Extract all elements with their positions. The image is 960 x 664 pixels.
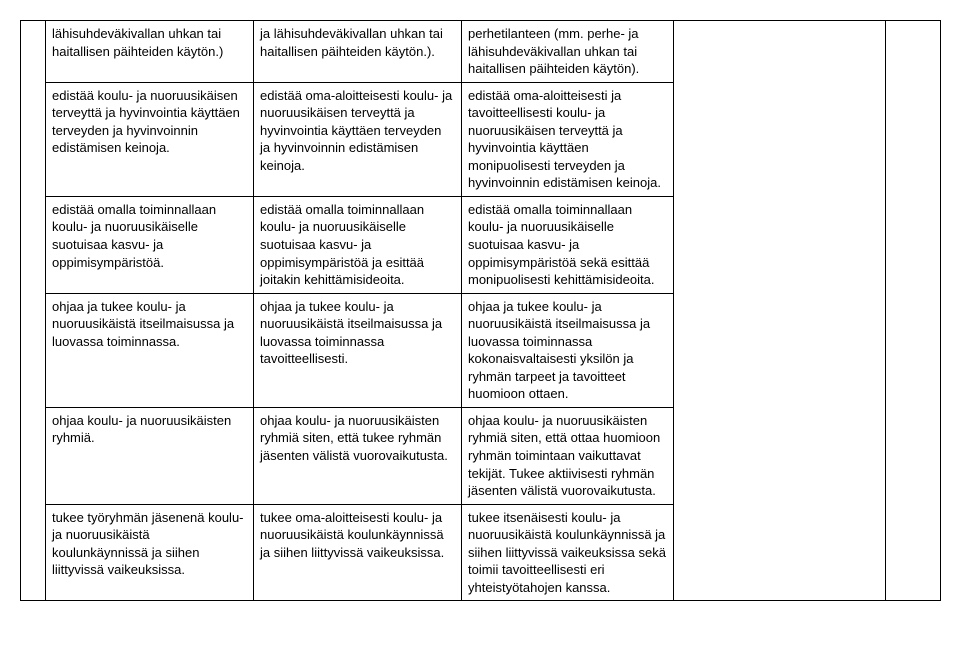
cell-level3: perhetilanteen (mm. perhe- ja lähisuhdev… — [462, 21, 674, 83]
cell-level3: ohjaa koulu- ja nuoruusikäisten ryhmiä s… — [462, 407, 674, 504]
cell-level3: tukee itsenäisesti koulu- ja nuoruusikäi… — [462, 504, 674, 601]
cell-level3: edistää omalla toiminnallaan koulu- ja n… — [462, 196, 674, 293]
cell-level2: ja lähisuhdeväkivallan uhkan tai haitall… — [254, 21, 462, 83]
cell-level1: ohjaa ja tukee koulu- ja nuoruusikäistä … — [46, 293, 254, 407]
cell-level2: edistää oma-aloitteisesti koulu- ja nuor… — [254, 82, 462, 196]
cell-level3: ohjaa ja tukee koulu- ja nuoruusikäistä … — [462, 293, 674, 407]
cell-level1: edistää koulu- ja nuoruusikäisen terveyt… — [46, 82, 254, 196]
cell-col5 — [674, 21, 886, 601]
cell-col1 — [21, 21, 46, 601]
cell-level1: lähisuhdeväkivallan uhkan tai haitallise… — [46, 21, 254, 83]
cell-col6 — [886, 21, 941, 601]
cell-level2: ohjaa koulu- ja nuoruusikäisten ryhmiä s… — [254, 407, 462, 504]
criteria-table: lähisuhdeväkivallan uhkan tai haitallise… — [20, 20, 941, 601]
cell-level2: edistää omalla toiminnallaan koulu- ja n… — [254, 196, 462, 293]
table-row: lähisuhdeväkivallan uhkan tai haitallise… — [21, 21, 941, 83]
cell-level2: ohjaa ja tukee koulu- ja nuoruusikäistä … — [254, 293, 462, 407]
cell-level1: tukee työryhmän jäsenenä koulu- ja nuoru… — [46, 504, 254, 601]
cell-level1: ohjaa koulu- ja nuoruusikäisten ryhmiä. — [46, 407, 254, 504]
cell-level3: edistää oma-aloitteisesti ja tavoitteell… — [462, 82, 674, 196]
cell-level1: edistää omalla toiminnallaan koulu- ja n… — [46, 196, 254, 293]
cell-level2: tukee oma-aloitteisesti koulu- ja nuoruu… — [254, 504, 462, 601]
